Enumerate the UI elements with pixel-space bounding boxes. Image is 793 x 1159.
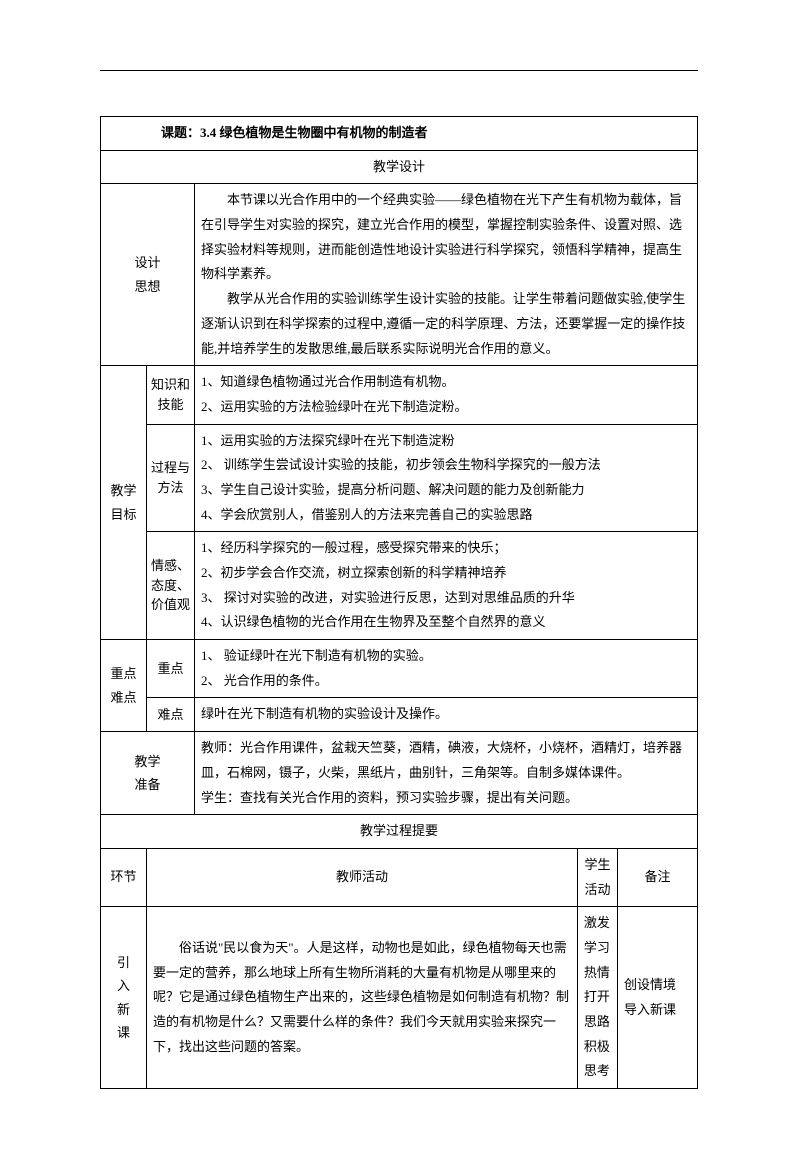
top-rule [100, 70, 698, 71]
knowledge-line1: 1、知道绿色植物通过光合作用制造有机物。 [201, 370, 691, 395]
process-line3: 3、学生自己设计实验，提高分析问题、解决问题的能力及创新能力 [201, 478, 691, 503]
prep-row: 教学准备 教师：光合作用课件，盆栽天竺葵，酒精，碘液，大烧杯，小烧杯，酒精灯，培… [101, 732, 698, 815]
emotion-line1: 1、经历科学探究的一般过程，感受探究带来的快乐； [201, 536, 691, 561]
goals-process-row: 过程与方法 1、运用实验的方法探究绿叶在光下制造淀粉 2、 训练学生尝试设计实验… [101, 424, 698, 532]
diff-content: 绿叶在光下制造有机物的实验设计及操作。 [195, 698, 698, 732]
teacher-intro-text: 俗话说"民以食为天"。人是这样，动物也是如此，绿色植物每天也需要一定的营养，那么… [153, 936, 571, 1059]
emotion-label-text: 情感、态度、价值观 [149, 556, 192, 615]
process-label: 过程与方法 [147, 424, 195, 532]
notes-intro-line2: 导入新课 [624, 998, 691, 1023]
knowledge-line2: 2、运用实验的方法检验绿叶在光下制造淀粉。 [201, 395, 691, 420]
col-notes: 备注 [618, 848, 698, 906]
emotion-line4: 4、认识绿色植物的光合作用在生物界及至整个自然界的意义 [201, 610, 691, 635]
prep-line1: 教师：光合作用课件，盆栽天竺葵，酒精，碘液，大烧杯，小烧杯，酒精灯，培养器皿，石… [201, 736, 691, 785]
title-prefix: 课题： [161, 125, 200, 140]
design-idea-p2: 教学从光合作用的实验训练学生设计实验的技能。让学生带着问题做实验,使学生逐渐认识… [201, 287, 691, 361]
key-line1: 1、 验证绿叶在光下制造有机物的实验。 [201, 644, 691, 669]
goals-emotion-row: 情感、态度、价值观 1、经历科学探究的一般过程，感受探究带来的快乐； 2、初步学… [101, 532, 698, 640]
intro-row: 引入新课 俗话说"民以食为天"。人是这样，动物也是如此，绿色植物每天也需要一定的… [101, 907, 698, 1089]
key-line2: 2、 光合作用的条件。 [201, 669, 691, 694]
lesson-plan-table: 课题：3.4 绿色植物是生物圈中有机物的制造者 教学设计 设计思想 本节课以光合… [100, 116, 698, 1089]
process-content: 1、运用实验的方法探究绿叶在光下制造淀粉 2、 训练学生尝试设计实验的技能，初步… [195, 424, 698, 532]
key-label: 重点 [147, 640, 195, 698]
goals-label: 教学目标 [101, 366, 147, 640]
section-design-row: 教学设计 [101, 150, 698, 184]
process-line2: 2、 训练学生尝试设计实验的技能，初步领会生物科学探究的一般方法 [201, 453, 691, 478]
keypoints-label-text: 重点难点 [103, 662, 144, 709]
prep-label: 教学准备 [101, 732, 195, 815]
phase-intro-text: 引入新课 [103, 951, 144, 1045]
phase-intro-label: 引入新课 [101, 907, 147, 1089]
process-header-row: 环节 教师活动 学生活动 备注 [101, 848, 698, 906]
emotion-content: 1、经历科学探究的一般过程，感受探究带来的快乐； 2、初步学会合作交流，树立探索… [195, 532, 698, 640]
emotion-label: 情感、态度、价值观 [147, 532, 195, 640]
prep-content: 教师：光合作用课件，盆栽天竺葵，酒精，碘液，大烧杯，小烧杯，酒精灯，培养器皿，石… [195, 732, 698, 815]
process-label-text: 过程与方法 [149, 458, 192, 497]
col-student: 学生活动 [577, 848, 617, 906]
title-cell: 课题：3.4 绿色植物是生物圈中有机物的制造者 [101, 117, 698, 151]
design-idea-p1: 本节课以光合作用中的一个经典实验——绿色植物在光下产生有机物为载体，旨在引导学生… [201, 188, 691, 287]
key-content: 1、 验证绿叶在光下制造有机物的实验。 2、 光合作用的条件。 [195, 640, 698, 698]
knowledge-label: 知识和技能 [147, 366, 195, 424]
section-process-row: 教学过程提要 [101, 815, 698, 849]
diff-label: 难点 [147, 698, 195, 732]
section-design-label: 教学设计 [101, 150, 698, 184]
student-intro-line3: 积极思考 [584, 1035, 611, 1084]
section-process-label: 教学过程提要 [101, 815, 698, 849]
process-line1: 1、运用实验的方法探究绿叶在光下制造淀粉 [201, 429, 691, 454]
keypoints-diff-row: 难点 绿叶在光下制造有机物的实验设计及操作。 [101, 698, 698, 732]
page-container: 课题：3.4 绿色植物是生物圈中有机物的制造者 教学设计 设计思想 本节课以光合… [0, 0, 793, 1159]
student-intro-line1: 激发学习热情 [584, 911, 611, 985]
title-main: 3.4 绿色植物是生物圈中有机物的制造者 [200, 125, 428, 140]
knowledge-content: 1、知道绿色植物通过光合作用制造有机物。 2、运用实验的方法检验绿叶在光下制造淀… [195, 366, 698, 424]
goals-label-text: 教学目标 [103, 479, 144, 526]
notes-intro-content: 创设情境 导入新课 [618, 907, 698, 1089]
design-idea-content: 本节课以光合作用中的一个经典实验——绿色植物在光下产生有机物为载体，旨在引导学生… [195, 184, 698, 366]
student-intro-line2: 打开思路 [584, 985, 611, 1034]
design-idea-label: 设计思想 [101, 184, 195, 366]
col-teacher: 教师活动 [147, 848, 578, 906]
notes-intro-line1: 创设情境 [624, 973, 691, 998]
prep-line2: 学生：查找有关光合作用的资料，预习实验步骤，提出有关问题。 [201, 786, 691, 811]
emotion-line3: 3、 探讨对实验的改进，对实验进行反思，达到对思维品质的升华 [201, 586, 691, 611]
process-line4: 4、学会欣赏别人，借鉴别人的方法来完善自己的实验思路 [201, 503, 691, 528]
col-phase: 环节 [101, 848, 147, 906]
prep-label-text: 教学准备 [103, 750, 192, 797]
title-row: 课题：3.4 绿色植物是生物圈中有机物的制造者 [101, 117, 698, 151]
emotion-line2: 2、初步学会合作交流，树立探索创新的科学精神培养 [201, 561, 691, 586]
student-intro-content: 激发学习热情 打开思路 积极思考 [577, 907, 617, 1089]
design-idea-row: 设计思想 本节课以光合作用中的一个经典实验——绿色植物在光下产生有机物为载体，旨… [101, 184, 698, 366]
keypoints-key-row: 重点难点 重点 1、 验证绿叶在光下制造有机物的实验。 2、 光合作用的条件。 [101, 640, 698, 698]
design-idea-label-text: 设计思想 [103, 251, 192, 298]
knowledge-label-text: 知识和技能 [149, 375, 192, 414]
keypoints-label: 重点难点 [101, 640, 147, 732]
teacher-intro-content: 俗话说"民以食为天"。人是这样，动物也是如此，绿色植物每天也需要一定的营养，那么… [147, 907, 578, 1089]
goals-knowledge-row: 教学目标 知识和技能 1、知道绿色植物通过光合作用制造有机物。 2、运用实验的方… [101, 366, 698, 424]
